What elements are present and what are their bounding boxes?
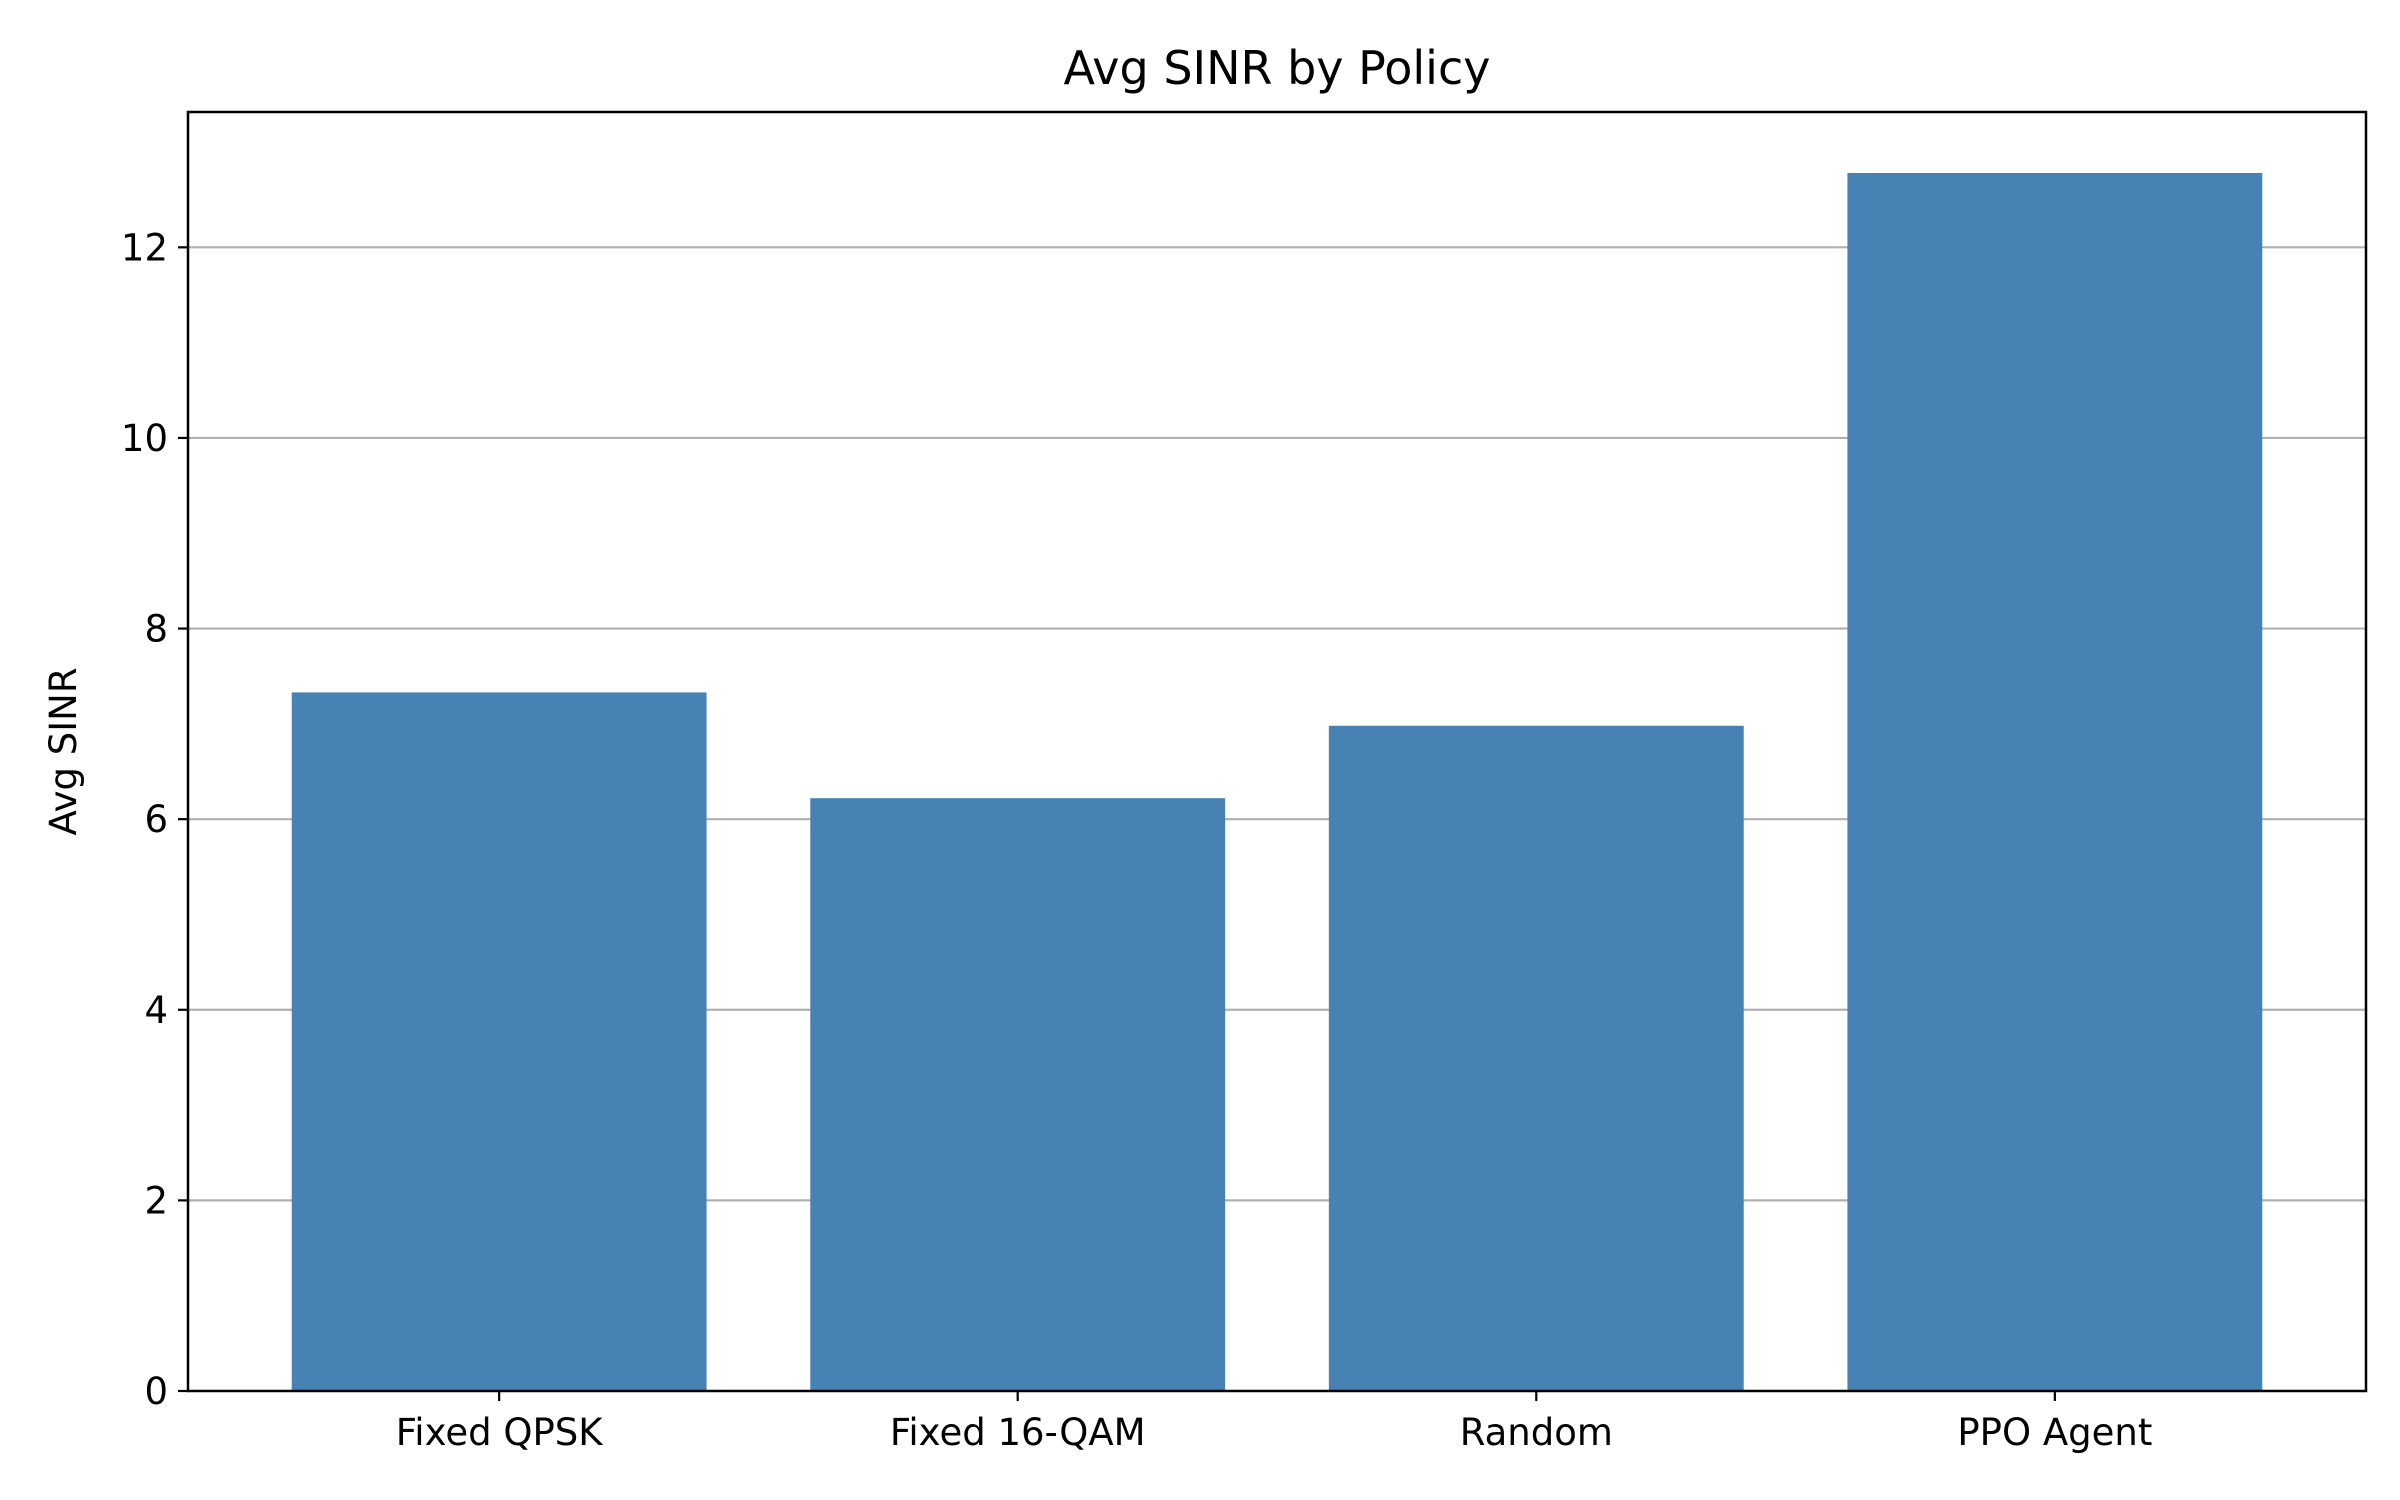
chart-title: Avg SINR by Policy [1064,41,1491,95]
bar [291,692,707,1391]
bar [810,798,1226,1391]
y-axis-label: Avg SINR [42,667,85,835]
x-axis-ticks: Fixed QPSK Fixed 16-QAM Random PPO Agent [396,1391,2152,1454]
x-tick-label: PPO Agent [1957,1411,2152,1454]
y-tick-label: 4 [144,989,168,1032]
y-tick-label: 10 [121,417,168,460]
y-tick-label: 8 [144,608,168,651]
y-axis-ticks: 0 2 4 6 8 10 12 [121,226,188,1413]
y-tick-label: 0 [144,1370,168,1413]
plot-area-frame [186,110,2368,1393]
y-tick-label: 2 [144,1179,168,1222]
y-tick-label: 12 [121,226,168,269]
y-tick-label: 6 [144,798,168,841]
bars [291,172,2263,1392]
bar [1847,172,2263,1392]
bar [1328,725,1744,1391]
x-tick-label: Fixed QPSK [396,1411,605,1454]
x-tick-label: Random [1460,1411,1613,1454]
x-tick-label: Fixed 16-QAM [890,1411,1146,1454]
